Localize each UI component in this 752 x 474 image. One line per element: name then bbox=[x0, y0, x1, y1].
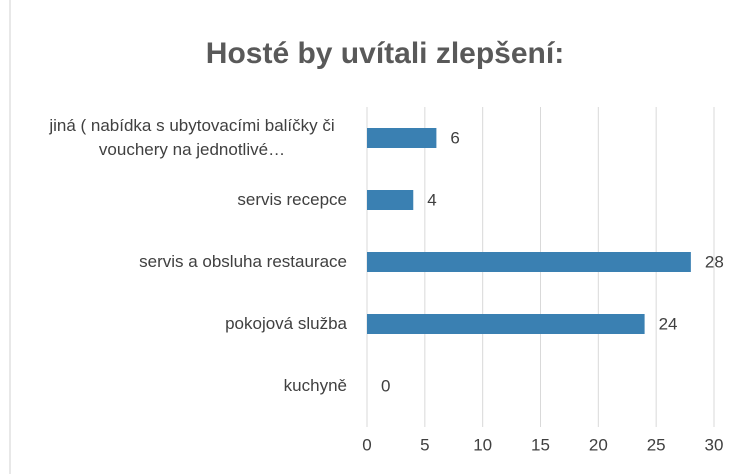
y-tick-label: pokojová služba bbox=[225, 314, 347, 333]
data-label: 4 bbox=[427, 190, 436, 209]
x-tick-label: 25 bbox=[647, 435, 666, 454]
data-label: 6 bbox=[450, 128, 459, 147]
x-tick-label: 0 bbox=[362, 435, 371, 454]
bar bbox=[367, 190, 414, 210]
x-tick-label: 15 bbox=[531, 435, 550, 454]
category-label-box: servis recepce bbox=[237, 170, 347, 230]
y-tick-label: kuchyně bbox=[283, 376, 347, 395]
chart-title: Hosté by uvítali zlepšení: bbox=[206, 37, 564, 70]
bar bbox=[367, 128, 437, 148]
category-label-box: kuchyně bbox=[284, 356, 347, 416]
category-label-box: jiná ( nabídka s ubytovacími balíčky či … bbox=[37, 108, 347, 168]
category-label-box: pokojová služba bbox=[225, 294, 347, 354]
x-tick-label: 30 bbox=[705, 435, 724, 454]
x-tick-label: 10 bbox=[473, 435, 492, 454]
data-label: 28 bbox=[705, 252, 724, 271]
x-tick-label: 5 bbox=[420, 435, 429, 454]
y-tick-label: servis a obsluha restaurace bbox=[139, 252, 347, 271]
data-label: 0 bbox=[381, 376, 390, 395]
data-label: 24 bbox=[659, 314, 678, 333]
x-tick-label: 20 bbox=[589, 435, 608, 454]
y-tick-label: servis recepce bbox=[237, 190, 347, 209]
category-label-box: servis a obsluha restaurace bbox=[139, 232, 347, 292]
bar bbox=[367, 314, 645, 334]
y-tick-label: jiná ( nabídka s ubytovacími balíčky či … bbox=[49, 116, 335, 159]
bar bbox=[367, 252, 691, 272]
